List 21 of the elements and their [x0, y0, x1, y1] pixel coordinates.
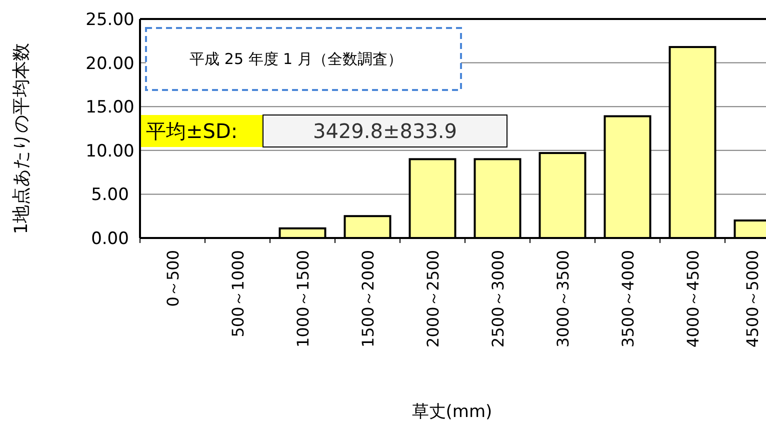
x-tick-label: 2500～3000	[488, 250, 508, 348]
x-tick-label: 4000～4500	[684, 250, 702, 348]
x-tick-label: 4500～5000	[743, 250, 762, 348]
x-tick-label: 1000～1500	[294, 250, 312, 348]
x-tick-label: 500～1000	[228, 250, 248, 338]
y-tick-label: 15.00	[86, 98, 134, 118]
annotation: 3429.8±833.9	[313, 119, 457, 143]
x-axis-title: 草丈(mm)	[412, 402, 492, 422]
y-axis-title: 1地点あたりの平均本数	[11, 42, 32, 234]
y-tick-label: 20.00	[86, 54, 134, 74]
x-tick-label: 0～500	[164, 250, 182, 307]
x-tick-label: 3000～3500	[554, 250, 572, 348]
y-tick-label: 25.00	[86, 10, 134, 30]
x-tick-label: 3500～4000	[618, 250, 638, 348]
y-tick-label: 5.00	[91, 185, 129, 206]
y-tick-label: 0.00	[91, 228, 129, 249]
annotation: 平成 25 年度 1 月（全数調査）	[190, 50, 402, 68]
annotation: 平均±SD:	[146, 119, 238, 143]
x-tick-label: 2000～2500	[424, 250, 442, 348]
y-tick-label: 10.00	[86, 141, 134, 162]
x-tick-label: 1500～2000	[358, 250, 378, 348]
